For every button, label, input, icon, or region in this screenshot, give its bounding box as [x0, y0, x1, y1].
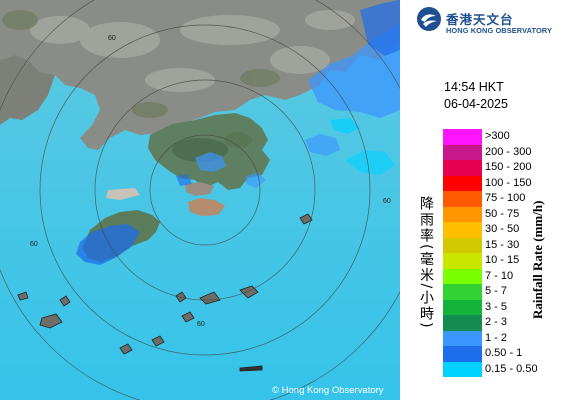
- legend-swatch: [443, 346, 482, 362]
- legend-row: 30 - 50: [443, 222, 533, 238]
- legend-label: 75 - 100: [485, 192, 526, 204]
- range-ring-label: 60: [197, 321, 205, 328]
- logo-chinese-text: 香港天文台: [446, 12, 514, 27]
- legend-row: 100 - 150: [443, 175, 533, 191]
- legend-swatch: [443, 206, 482, 222]
- legend-row: 75 - 100: [443, 191, 533, 207]
- range-ring-label: 60: [108, 35, 116, 42]
- nt-hills-east: [224, 132, 252, 148]
- legend-row: 7 - 10: [443, 268, 533, 284]
- airport-island: [106, 188, 140, 200]
- legend-label: 2 - 3: [485, 316, 508, 328]
- legend-label: >300: [485, 130, 510, 142]
- legend-swatch: [443, 253, 482, 269]
- hko-logo-icon: [417, 7, 441, 31]
- legend-label: 0.15 - 0.50: [485, 362, 538, 375]
- radar-echoes: [76, 0, 400, 265]
- legend-row: 200 - 300: [443, 144, 533, 160]
- legend-swatch: [443, 268, 482, 284]
- legend-label: 1 - 2: [485, 331, 508, 344]
- range-rings: [0, 0, 400, 400]
- legend-swatch: [443, 284, 482, 300]
- logo-english-text: HONG KONG OBSERVATORY: [446, 26, 552, 35]
- legend-swatch: [443, 175, 482, 191]
- legend-swatch: [443, 191, 482, 207]
- hk-island: [188, 198, 225, 216]
- legend-row: 15 - 30: [443, 237, 533, 253]
- legend-row: 0.15 - 0.50: [443, 361, 538, 377]
- legend-title-english: Rainfall Rate (mm/h): [530, 200, 545, 320]
- legend-title-chinese: 降雨率(毫米/小時): [418, 195, 434, 330]
- mainland-west-inlet: [0, 55, 55, 125]
- legend-row: 2 - 3: [443, 315, 533, 331]
- copyright-text: © Hong Kong Observatory: [272, 385, 384, 396]
- hko-logo[interactable]: 香港天文台 HONG KONG OBSERVATORY: [416, 6, 576, 36]
- legend-row: 3 - 5: [443, 299, 533, 315]
- timestamp-time: 14:54 HKT: [444, 80, 504, 94]
- legend-swatch: [443, 315, 482, 331]
- legend-panel: 香港天文台 HONG KONG OBSERVATORY 14:54 HKT 06…: [400, 0, 577, 400]
- legend-label: 15 - 30: [485, 238, 520, 251]
- radar-map[interactable]: 60 60 60 60 © Hong Kong Observatory: [0, 0, 400, 400]
- legend-row: 150 - 200: [443, 160, 533, 176]
- legend-swatch: [443, 361, 482, 377]
- legend-label: 5 - 7: [485, 285, 508, 297]
- legend-swatch: [443, 299, 482, 315]
- legend-label: 30 - 50: [485, 223, 520, 235]
- legend-swatch: [443, 330, 482, 346]
- legend-swatch: [443, 144, 482, 160]
- timestamp-date: 06-04-2025: [444, 97, 508, 111]
- range-ring-label: 60: [383, 198, 391, 205]
- legend-label: 100 - 150: [485, 176, 532, 189]
- legend-row: >300: [443, 129, 533, 145]
- outlying-islands: [17, 213, 313, 372]
- mainland-texture: [30, 10, 355, 92]
- legend-row: 10 - 15: [443, 253, 533, 269]
- legend-label: 200 - 300: [485, 145, 532, 158]
- legend-swatch: [443, 222, 482, 238]
- rainfall-legend: >300 200 - 300 150 - 200 100 - 150 75 - 100 5…: [443, 129, 538, 377]
- legend-label: 7 - 10: [485, 269, 514, 282]
- legend-swatch: [443, 160, 482, 176]
- range-ring-label: 60: [30, 241, 38, 248]
- legend-swatch: [443, 237, 482, 253]
- legend-label: 50 - 75: [485, 207, 520, 220]
- radar-map-svg: 60 60 60 60: [0, 0, 400, 400]
- legend-label: 150 - 200: [485, 161, 532, 173]
- legend-row: 1 - 2: [443, 330, 533, 346]
- legend-row: 50 - 75: [443, 206, 533, 222]
- mainland-vegetation: [2, 10, 280, 118]
- legend-label: 3 - 5: [485, 300, 508, 313]
- legend-row: 5 - 7: [443, 284, 533, 300]
- legend-label: 10 - 15: [485, 254, 520, 266]
- legend-label: 0.50 - 1: [485, 347, 523, 359]
- legend-row: 0.50 - 1: [443, 346, 533, 362]
- kowloon: [185, 182, 214, 196]
- legend-swatch: [443, 129, 482, 145]
